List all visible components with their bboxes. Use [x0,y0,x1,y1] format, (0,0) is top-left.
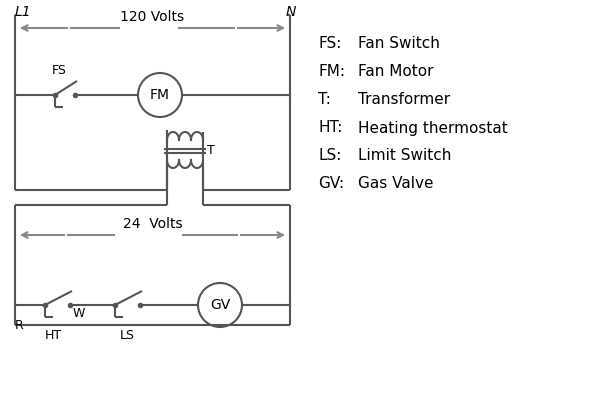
Text: LS:: LS: [318,148,342,164]
Text: 120 Volts: 120 Volts [120,10,185,24]
Text: Transformer: Transformer [358,92,450,108]
Text: HT:: HT: [318,120,342,136]
Text: LS: LS [120,329,135,342]
Text: T: T [207,144,215,158]
Text: R: R [15,319,24,332]
Text: Fan Switch: Fan Switch [358,36,440,52]
Text: GV:: GV: [318,176,344,192]
Text: HT: HT [44,329,61,342]
Text: FM: FM [150,88,170,102]
Text: Heating thermostat: Heating thermostat [358,120,508,136]
Text: W: W [73,307,86,320]
Text: GV: GV [210,298,230,312]
Text: Fan Motor: Fan Motor [358,64,434,80]
Text: FM:: FM: [318,64,345,80]
Text: L1: L1 [15,5,32,19]
Text: Gas Valve: Gas Valve [358,176,434,192]
Text: FS:: FS: [318,36,342,52]
Text: FS: FS [52,64,67,77]
Text: 24  Volts: 24 Volts [123,217,182,231]
Text: T:: T: [318,92,331,108]
Text: N: N [286,5,296,19]
Text: Limit Switch: Limit Switch [358,148,451,164]
